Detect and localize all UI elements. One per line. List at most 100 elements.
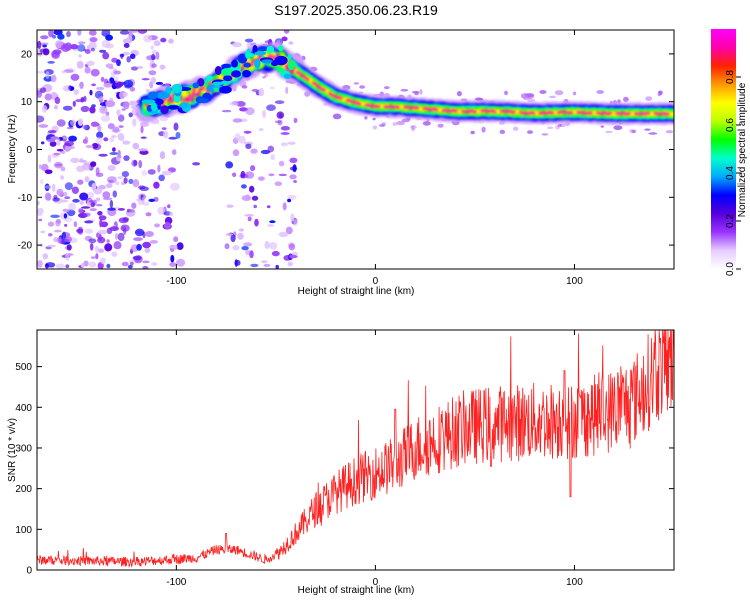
y-tick-label: 500: [15, 362, 32, 373]
noise-speckle: [176, 258, 186, 267]
noise-speckle: [137, 30, 148, 34]
noise-speckle: [91, 142, 99, 149]
noise-speckle: [287, 194, 297, 200]
noise-speckle: [88, 41, 97, 50]
noise-speckle: [293, 117, 298, 124]
noise-speckle: [85, 144, 94, 149]
noise-speckle: [114, 233, 119, 240]
noise-speckle: [232, 118, 243, 123]
noise-speckle: [44, 93, 53, 101]
noise-speckle: [140, 125, 144, 134]
ridge-blob: [197, 78, 205, 87]
noise-speckle: [245, 107, 255, 115]
noise-speckle: [289, 157, 298, 163]
noise-speckle: [176, 242, 184, 251]
y-tick-label: -10: [18, 193, 33, 204]
noise-speckle: [169, 262, 177, 267]
noise-speckle: [359, 85, 365, 89]
noise-speckle: [54, 105, 58, 110]
ridge-blob: [212, 81, 224, 86]
ridge-blob: [237, 53, 248, 64]
noise-speckle: [129, 53, 136, 60]
noise-speckle: [72, 100, 76, 107]
noise-speckle: [657, 90, 661, 97]
snr-ticks: -100 0 100 0 100 200 300 400 500: [15, 330, 674, 588]
noise-speckle: [280, 142, 288, 147]
noise-speckle: [131, 202, 137, 209]
noise-speckle: [277, 119, 283, 126]
noise-speckle: [289, 174, 297, 180]
noise-speckle: [266, 205, 271, 209]
noise-speckle: [132, 118, 137, 127]
noise-speckle: [89, 106, 96, 114]
noise-speckle: [39, 87, 47, 93]
noise-speckle: [97, 211, 103, 216]
noise-speckle: [117, 114, 125, 122]
noise-speckle: [557, 123, 563, 127]
ridge-blob: [278, 45, 284, 52]
noise-speckle: [57, 236, 62, 244]
noise-speckle: [225, 233, 234, 236]
noise-speckle: [60, 166, 66, 172]
noise-speckle: [241, 184, 247, 189]
noise-speckle: [117, 155, 122, 159]
x-tick-label: 100: [566, 577, 583, 588]
noise-speckle: [63, 213, 68, 219]
noise-speckle: [89, 89, 93, 96]
noise-speckle: [56, 188, 64, 196]
noise-speckle: [151, 53, 156, 61]
y-tick-label: 300: [15, 443, 32, 454]
noise-speckle: [631, 129, 637, 134]
noise-speckle: [44, 192, 52, 201]
noise-speckle: [422, 121, 431, 126]
noise-speckle: [164, 221, 172, 230]
noise-speckle: [128, 209, 135, 213]
noise-speckle: [123, 79, 134, 88]
noise-speckle: [169, 211, 174, 217]
noise-speckle: [75, 99, 83, 103]
noise-speckle: [103, 137, 109, 142]
colorbar-ticks: 0.0 0.2 0.4 0.6 0.8: [725, 70, 741, 276]
noise-speckle: [123, 101, 130, 110]
noise-speckle: [37, 70, 44, 74]
noise-speckle: [129, 261, 134, 266]
noise-speckle: [90, 256, 96, 259]
noise-speckle: [145, 212, 152, 217]
noise-speckle: [117, 232, 125, 242]
ridge-blob: [276, 67, 285, 73]
noise-speckle: [131, 30, 138, 33]
noise-speckle: [437, 123, 444, 128]
noise-speckle: [88, 261, 97, 268]
noise-speckle: [61, 70, 68, 74]
noise-speckle: [192, 162, 201, 166]
ridge-blob: [243, 62, 251, 68]
noise-speckle: [117, 208, 125, 211]
noise-speckle: [107, 123, 115, 130]
snr-x-axis-label: Height of straight line (km): [298, 585, 415, 596]
snr-frame: [36, 329, 675, 571]
x-tick-label: 0: [373, 577, 379, 588]
noise-speckle: [44, 185, 52, 189]
noise-speckle: [91, 83, 96, 87]
noise-speckle: [37, 115, 45, 123]
y-tick-label: 0: [26, 566, 32, 577]
noise-speckle: [258, 128, 264, 131]
colorbar-tick-label: 0.0: [725, 262, 736, 276]
noise-speckle: [142, 241, 152, 249]
noise-speckle: [66, 67, 76, 74]
noise-speckle: [56, 138, 61, 146]
noise-speckle: [384, 86, 390, 90]
noise-speckle: [133, 159, 138, 166]
ridge-blob: [274, 55, 288, 66]
noise-speckle: [37, 207, 44, 215]
y-tick-label: 200: [15, 484, 32, 495]
ridge-blob: [242, 70, 251, 78]
noise-speckle: [76, 60, 84, 69]
noise-speckle: [293, 219, 298, 227]
noise-speckle: [250, 263, 259, 268]
noise-speckle: [287, 141, 296, 145]
colorbar-tick-label: 0.4: [725, 166, 736, 180]
noise-speckle: [527, 98, 536, 103]
noise-speckle: [268, 173, 275, 177]
noise-speckle: [76, 165, 86, 172]
